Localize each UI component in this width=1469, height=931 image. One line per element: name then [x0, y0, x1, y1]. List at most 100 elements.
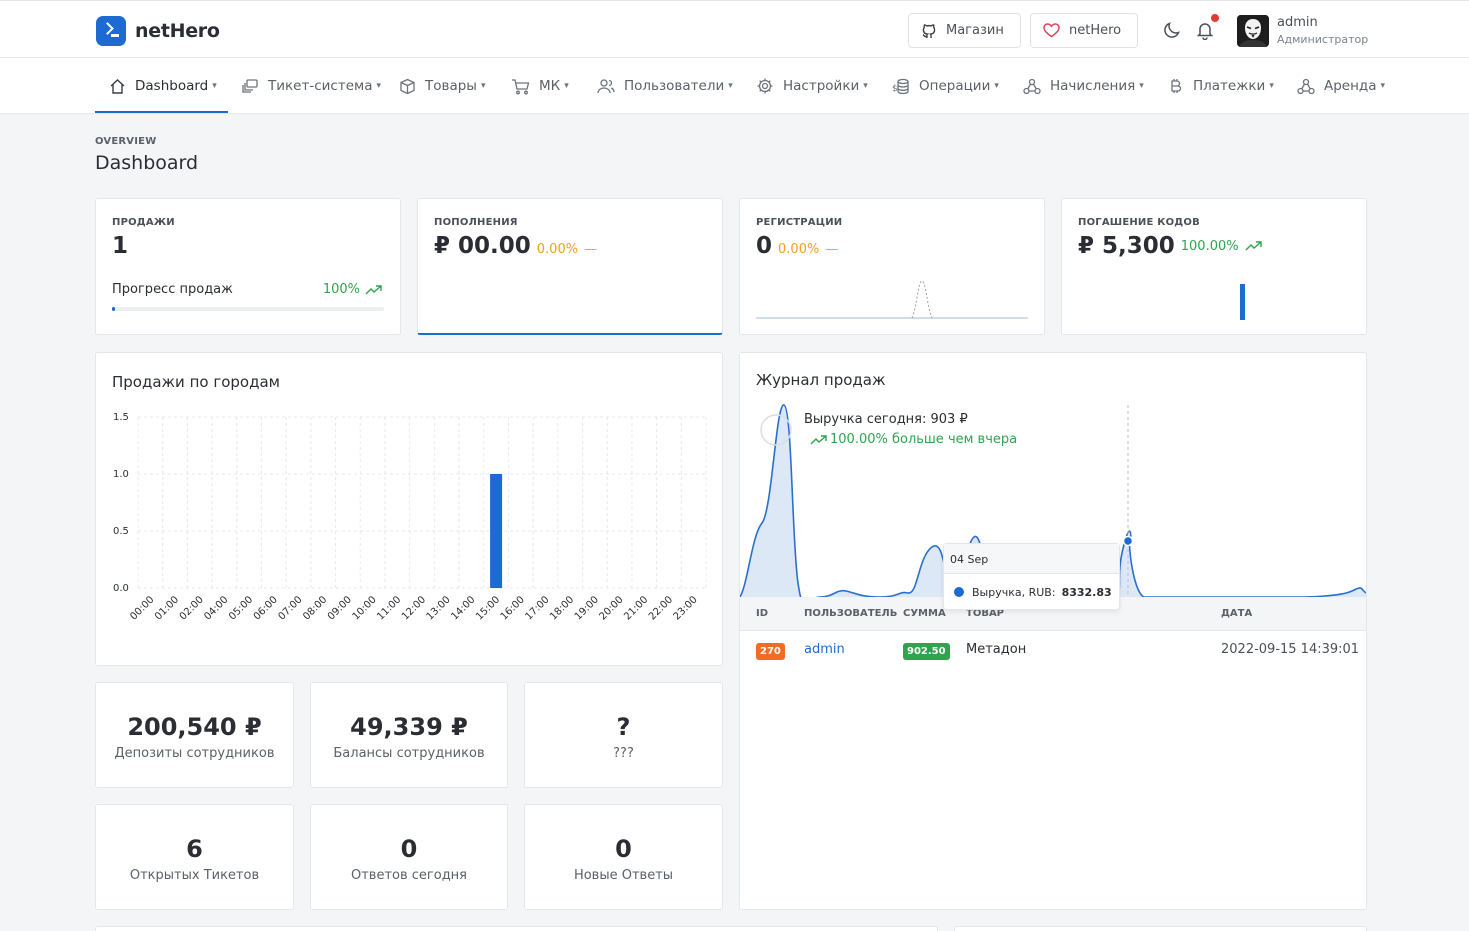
- nav-item-payments[interactable]: Платежки ▾: [1168, 58, 1274, 114]
- nav-item-rent[interactable]: Аренда ▾: [1297, 58, 1385, 114]
- stat-value: 200,540 ₽: [127, 713, 262, 741]
- x-tick-label: 02:00: [178, 594, 206, 622]
- x-tick-label: 13:00: [425, 594, 453, 622]
- moon-icon[interactable]: [1162, 20, 1182, 40]
- nav-item-dashboard[interactable]: Dashboard ▾: [109, 58, 217, 114]
- heart-icon: [1043, 23, 1060, 38]
- chevron-down-icon: ▾: [376, 81, 381, 91]
- stat-card-answers-today: 0 Ответов сегодня: [310, 804, 508, 910]
- city-sales-chart: 1.5 1.0 0.5 0.000:0001:0002:0004:0005:0006:…: [113, 412, 707, 623]
- nav-item-accruals[interactable]: Начисления ▾: [1023, 58, 1144, 114]
- kpi-dash: —: [584, 242, 598, 257]
- chevron-down-icon: ▾: [863, 81, 868, 91]
- section-title: Журнал продаж: [756, 371, 886, 389]
- column-header[interactable]: ДАТА: [1221, 608, 1253, 619]
- column-header[interactable]: ID: [756, 608, 769, 619]
- nav-item-tickets[interactable]: Тикет-система ▾: [241, 58, 381, 114]
- progress-percent-value: 100%: [322, 282, 360, 297]
- x-tick-label: 15:00: [474, 594, 502, 622]
- user-role: Администратор: [1277, 33, 1369, 46]
- revenue-change: 100.00% больше чем вчера: [810, 432, 1017, 447]
- sale-id-badge: 270: [756, 643, 785, 660]
- nav-item-operations[interactable]: $ Операции ▾: [892, 58, 999, 114]
- kpi-percent: 0.00%: [778, 242, 820, 257]
- x-tick-label: 23:00: [672, 594, 700, 622]
- y-tick-label: 0.0: [113, 583, 129, 594]
- shop-button[interactable]: Магазин: [908, 13, 1021, 48]
- terminal-logo-icon: [96, 16, 126, 46]
- x-tick-label: 12:00: [400, 594, 428, 622]
- users-icon: [597, 78, 615, 93]
- user-name[interactable]: admin: [1277, 15, 1318, 30]
- nav-label: Аренда: [1324, 78, 1377, 94]
- sales-progress-bar: [112, 307, 384, 311]
- chevron-down-icon: ▾: [994, 81, 999, 91]
- box-icon: [400, 78, 415, 94]
- kpi-value: 1: [112, 233, 129, 259]
- kpi-topups-card: ПОПОЛНЕНИЯ ₽ 00.00 0.00% —: [417, 198, 723, 335]
- x-tick-label: 22:00: [647, 594, 675, 622]
- y-tick-label: 0.5: [113, 526, 129, 537]
- y-tick-label: 1.5: [113, 412, 129, 423]
- x-tick-label: 20:00: [598, 594, 626, 622]
- avatar[interactable]: [1237, 15, 1269, 47]
- column-header[interactable]: СУММА: [903, 608, 946, 619]
- nav-label: Настройки: [783, 78, 860, 94]
- x-tick-label: 05:00: [227, 594, 255, 622]
- table-row[interactable]: 270 admin 902.50 Метадон 2022-09-15 14:3…: [740, 631, 1366, 671]
- nav-item-users[interactable]: Пользователи ▾: [597, 58, 733, 114]
- nethero-button[interactable]: netHero: [1030, 13, 1138, 48]
- stat-label: Балансы сотрудников: [333, 746, 485, 761]
- stat-label: ???: [613, 746, 634, 761]
- tickets-icon: [242, 78, 258, 93]
- bell-icon[interactable]: [1195, 20, 1215, 40]
- kpi-value-number: ₽ 5,300: [1078, 233, 1175, 259]
- nav-label: Операции: [919, 78, 991, 94]
- stat-value: 0: [400, 835, 418, 863]
- stat-value: ?: [616, 713, 631, 741]
- stat-card-open-tickets: 6 Открытых Тикетов: [95, 804, 294, 910]
- nethero-label: netHero: [1069, 23, 1122, 38]
- github-icon: [922, 23, 936, 38]
- cart-icon: [512, 78, 530, 94]
- progress-percent: 100%: [323, 282, 383, 297]
- kpi-sales-card: ПРОДАЖИ 1 Прогресс продаж 100%: [95, 198, 401, 335]
- column-header[interactable]: ТОВАР: [966, 608, 1005, 619]
- stat-card-unknown: ? ???: [524, 682, 723, 788]
- kpi-percent: 0.00%: [536, 242, 579, 257]
- kpi-label: ПОПОЛНЕНИЯ: [434, 217, 518, 228]
- x-tick-label: 16:00: [499, 594, 527, 622]
- nav-item-products[interactable]: Товары ▾: [399, 58, 486, 114]
- stat-card-balances: 49,339 ₽ Балансы сотрудников: [310, 682, 508, 788]
- nav-active-indicator: [95, 111, 228, 113]
- chevron-down-icon: ▾: [212, 81, 217, 91]
- x-tick-label: 09:00: [326, 594, 354, 622]
- tooltip-body: Выручка, RUB: 8332.83: [954, 586, 1112, 599]
- kpi-registrations-card: РЕГИСТРАЦИИ 0 0.00% —: [739, 198, 1045, 335]
- revenue-change-text: 100.00% больше чем вчера: [830, 432, 1018, 447]
- column-header[interactable]: ПОЛЬЗОВАТЕЛЬ: [804, 608, 898, 619]
- x-tick-label: 10:00: [351, 594, 379, 622]
- nav-item-mk[interactable]: МК ▾: [511, 58, 569, 114]
- page-pretitle: OVERVIEW: [95, 136, 157, 147]
- trend-up-icon: [810, 434, 827, 444]
- page-title: Dashboard: [95, 152, 199, 174]
- kpi-value-number: ₽ 00.00: [434, 233, 531, 259]
- nav-label: Пользователи: [624, 78, 725, 94]
- nav-label: МК: [539, 78, 561, 94]
- stat-value: 0: [615, 835, 632, 863]
- sales-log-card: Журнал продаж Выручка сегодня: 903 ₽ 100…: [739, 352, 1367, 910]
- chevron-down-icon: ▾: [564, 81, 569, 91]
- x-tick-label: 11:00: [375, 594, 403, 622]
- brand[interactable]: netHero: [96, 16, 220, 46]
- section-title: Продажи по городам: [112, 373, 280, 391]
- x-tick-label: 06:00: [252, 594, 280, 622]
- x-tick-label: 00:00: [128, 594, 156, 622]
- nav-item-settings[interactable]: Настройки ▾: [756, 58, 868, 114]
- progress-label: Прогресс продаж: [112, 282, 233, 297]
- kpi-label: ПОГАШЕНИЕ КОДОВ: [1078, 217, 1200, 228]
- x-tick-label: 07:00: [276, 594, 304, 622]
- sale-amount-badge: 902.50: [903, 643, 950, 660]
- sale-user-link[interactable]: admin: [804, 642, 845, 657]
- bar[interactable]: [490, 474, 503, 588]
